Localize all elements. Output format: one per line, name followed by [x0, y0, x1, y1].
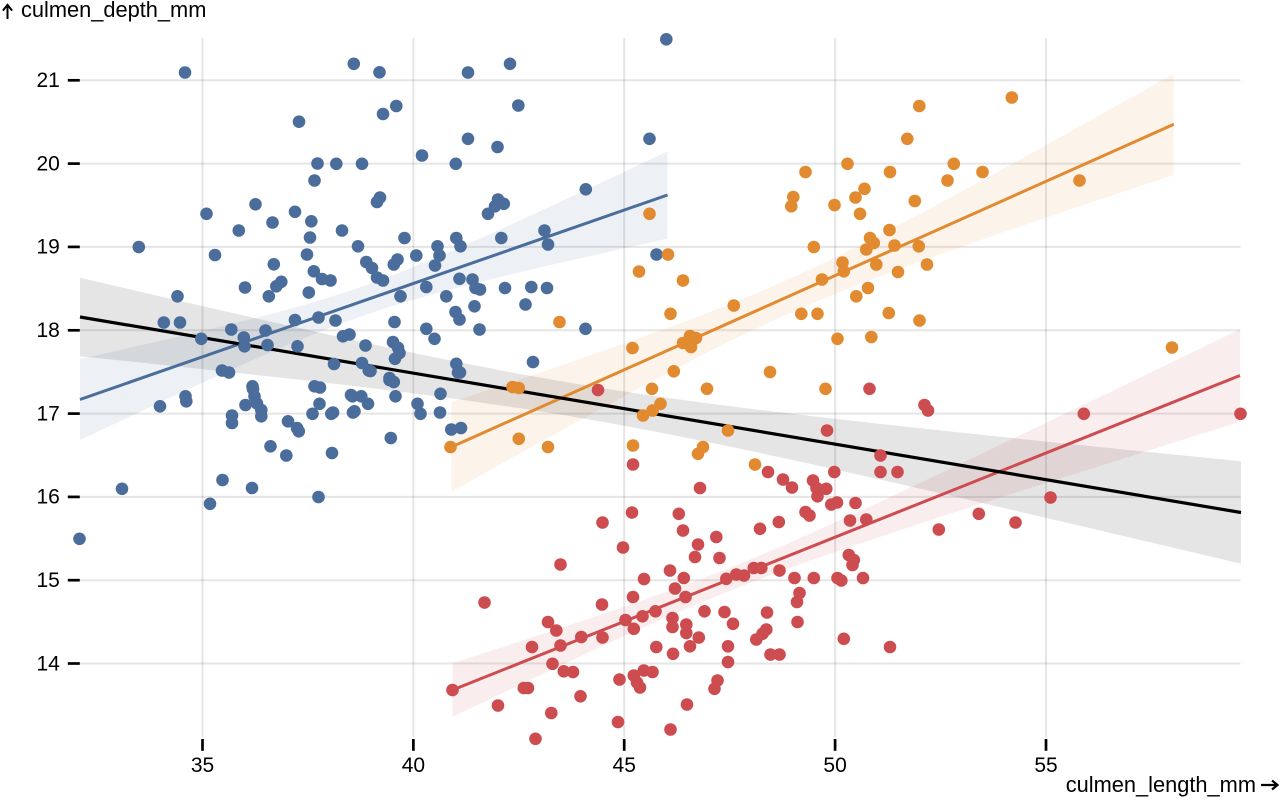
svg-text:50: 50 [823, 754, 846, 777]
svg-text:18: 18 [36, 319, 59, 342]
svg-text:20: 20 [36, 152, 59, 175]
svg-text:21: 21 [36, 69, 59, 92]
svg-text:culmen_depth_mm: culmen_depth_mm [21, 0, 206, 22]
svg-text:19: 19 [36, 236, 59, 259]
svg-text:17: 17 [36, 402, 59, 425]
svg-text:40: 40 [402, 754, 425, 777]
svg-text:culmen_length_mm: culmen_length_mm [1066, 772, 1256, 797]
svg-text:35: 35 [191, 754, 214, 777]
svg-text:45: 45 [613, 754, 636, 777]
svg-text:55: 55 [1034, 754, 1057, 777]
svg-text:15: 15 [36, 569, 59, 592]
svg-text:14: 14 [36, 652, 60, 675]
svg-text:16: 16 [36, 486, 59, 509]
